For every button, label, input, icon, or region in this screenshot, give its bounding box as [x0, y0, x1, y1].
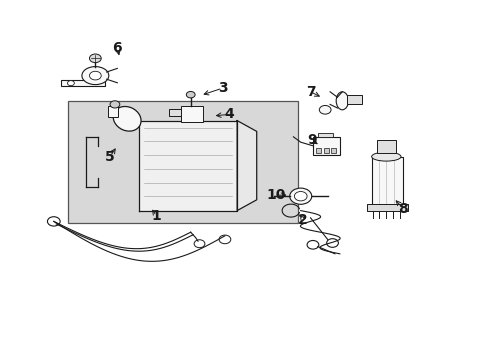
Text: 8: 8 [398, 202, 407, 216]
Circle shape [186, 91, 195, 98]
Bar [330, 148, 335, 153]
Text: 10: 10 [266, 188, 285, 202]
Polygon shape [139, 121, 237, 211]
Circle shape [67, 81, 74, 86]
Bar [317, 133, 332, 137]
Text: 3: 3 [217, 81, 227, 95]
Bar [61, 80, 105, 86]
Ellipse shape [289, 188, 311, 204]
Text: 1: 1 [151, 209, 161, 223]
Circle shape [294, 192, 306, 201]
Text: 4: 4 [224, 108, 233, 121]
Text: 9: 9 [306, 134, 316, 147]
Circle shape [110, 101, 120, 108]
Bar [346, 95, 361, 104]
Polygon shape [237, 121, 256, 211]
Bar [366, 204, 407, 211]
Ellipse shape [82, 67, 108, 85]
Circle shape [89, 54, 101, 63]
Circle shape [319, 105, 330, 114]
Text: 7: 7 [305, 85, 315, 99]
Bar [316, 148, 321, 153]
Circle shape [89, 71, 101, 80]
Bar [323, 148, 328, 153]
Text: 2: 2 [298, 213, 307, 226]
Bar [181, 106, 203, 122]
Bar [312, 137, 339, 155]
Bar [107, 106, 118, 117]
Text: 6: 6 [112, 41, 122, 54]
Bar [376, 140, 395, 153]
Text: 5: 5 [105, 150, 115, 163]
Ellipse shape [113, 107, 141, 131]
Bar [168, 109, 181, 116]
Bar [68, 101, 298, 223]
Ellipse shape [336, 92, 347, 110]
Ellipse shape [371, 152, 400, 161]
Bar [371, 157, 403, 205]
